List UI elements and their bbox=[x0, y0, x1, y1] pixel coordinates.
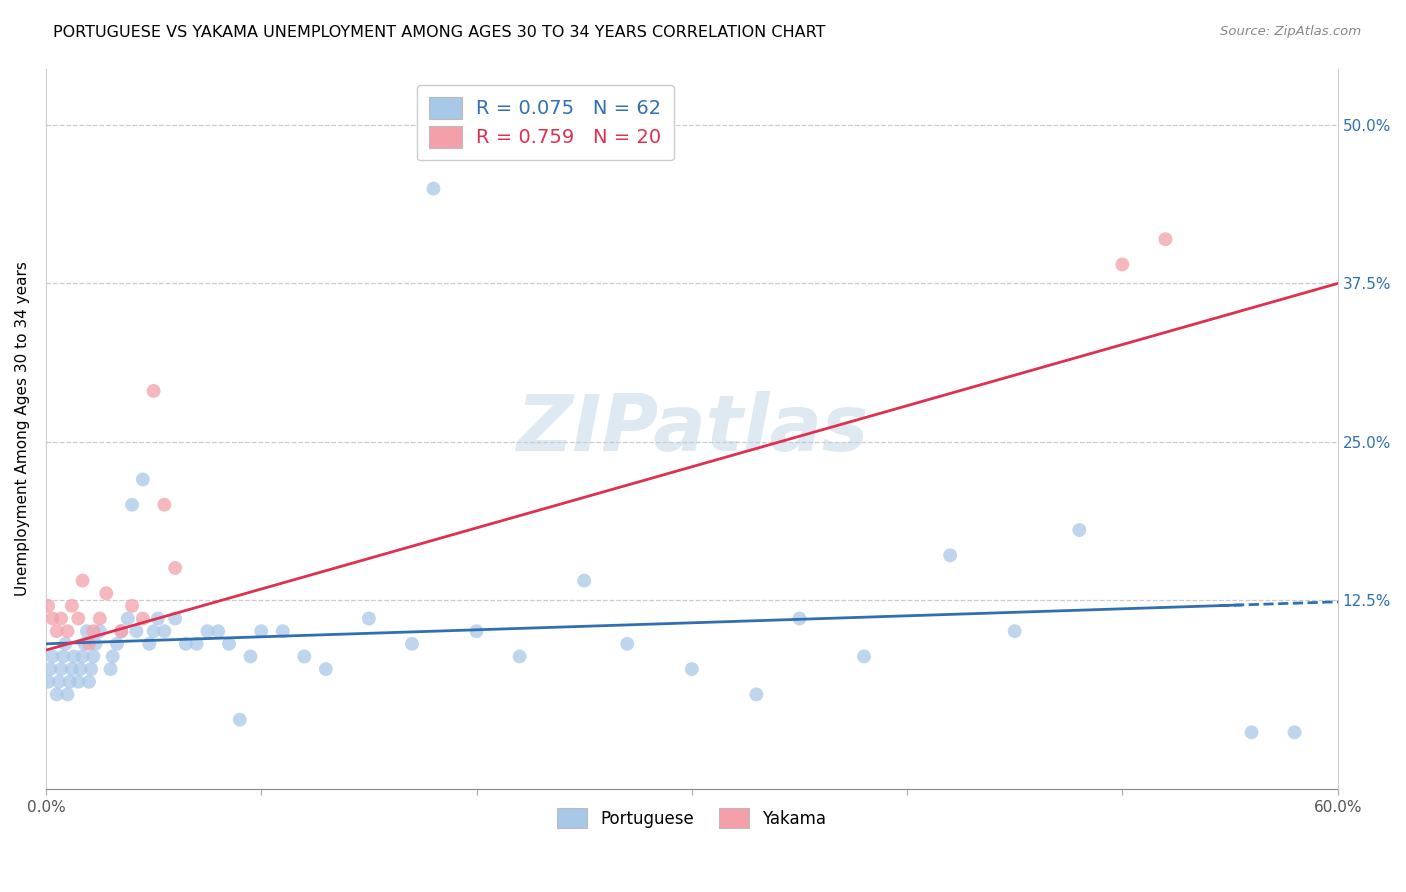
Point bbox=[616, 637, 638, 651]
Point bbox=[121, 599, 143, 613]
Text: PORTUGUESE VS YAKAMA UNEMPLOYMENT AMONG AGES 30 TO 34 YEARS CORRELATION CHART: PORTUGUESE VS YAKAMA UNEMPLOYMENT AMONG … bbox=[53, 25, 825, 40]
Point bbox=[1154, 232, 1177, 246]
Point bbox=[117, 611, 139, 625]
Point bbox=[1069, 523, 1091, 537]
Point bbox=[401, 637, 423, 651]
Point bbox=[110, 624, 132, 639]
Point bbox=[146, 611, 169, 625]
Point bbox=[357, 611, 380, 625]
Point bbox=[67, 674, 90, 689]
Point bbox=[105, 637, 128, 651]
Point bbox=[49, 611, 72, 625]
Point bbox=[89, 611, 111, 625]
Point bbox=[121, 498, 143, 512]
Point bbox=[37, 599, 59, 613]
Point bbox=[681, 662, 703, 676]
Point bbox=[153, 624, 176, 639]
Point bbox=[939, 549, 962, 563]
Point bbox=[250, 624, 273, 639]
Point bbox=[572, 574, 595, 588]
Point bbox=[73, 637, 96, 651]
Point bbox=[48, 674, 70, 689]
Point bbox=[53, 637, 76, 651]
Point bbox=[125, 624, 148, 639]
Point bbox=[41, 649, 63, 664]
Text: Source: ZipAtlas.com: Source: ZipAtlas.com bbox=[1220, 25, 1361, 38]
Point bbox=[52, 649, 75, 664]
Point bbox=[745, 687, 768, 701]
Point bbox=[82, 624, 104, 639]
Point bbox=[1240, 725, 1263, 739]
Point bbox=[853, 649, 876, 664]
Point bbox=[1004, 624, 1026, 639]
Point bbox=[84, 637, 107, 651]
Point bbox=[56, 687, 79, 701]
Point bbox=[67, 611, 90, 625]
Point bbox=[100, 662, 122, 676]
Point bbox=[89, 624, 111, 639]
Point bbox=[132, 472, 155, 486]
Legend: Portuguese, Yakama: Portuguese, Yakama bbox=[550, 801, 834, 835]
Point bbox=[45, 687, 67, 701]
Point bbox=[101, 649, 124, 664]
Point bbox=[271, 624, 294, 639]
Point bbox=[60, 599, 83, 613]
Point bbox=[465, 624, 488, 639]
Point bbox=[59, 674, 82, 689]
Point bbox=[165, 561, 187, 575]
Point bbox=[39, 662, 62, 676]
Point bbox=[41, 611, 63, 625]
Point bbox=[72, 649, 94, 664]
Point bbox=[69, 662, 91, 676]
Point bbox=[165, 611, 187, 625]
Point bbox=[77, 637, 100, 651]
Point bbox=[96, 586, 118, 600]
Point bbox=[138, 637, 160, 651]
Point bbox=[174, 637, 197, 651]
Point bbox=[77, 674, 100, 689]
Point bbox=[315, 662, 337, 676]
Point bbox=[56, 624, 79, 639]
Point bbox=[60, 662, 83, 676]
Point bbox=[186, 637, 208, 651]
Point bbox=[72, 574, 94, 588]
Point bbox=[292, 649, 315, 664]
Point bbox=[132, 611, 155, 625]
Text: ZIPatlas: ZIPatlas bbox=[516, 391, 868, 467]
Point bbox=[1111, 258, 1133, 272]
Point bbox=[76, 624, 98, 639]
Point bbox=[509, 649, 531, 664]
Point bbox=[49, 662, 72, 676]
Point bbox=[228, 713, 250, 727]
Point bbox=[197, 624, 219, 639]
Point bbox=[218, 637, 240, 651]
Point bbox=[110, 624, 132, 639]
Point bbox=[239, 649, 262, 664]
Point bbox=[63, 649, 86, 664]
Point bbox=[142, 624, 165, 639]
Point bbox=[80, 662, 103, 676]
Point bbox=[82, 649, 104, 664]
Point bbox=[422, 181, 444, 195]
Point bbox=[789, 611, 811, 625]
Point bbox=[207, 624, 229, 639]
Point bbox=[45, 624, 67, 639]
Point bbox=[142, 384, 165, 398]
Point bbox=[37, 674, 59, 689]
Point bbox=[1284, 725, 1306, 739]
Point bbox=[153, 498, 176, 512]
Y-axis label: Unemployment Among Ages 30 to 34 years: Unemployment Among Ages 30 to 34 years bbox=[15, 261, 30, 597]
